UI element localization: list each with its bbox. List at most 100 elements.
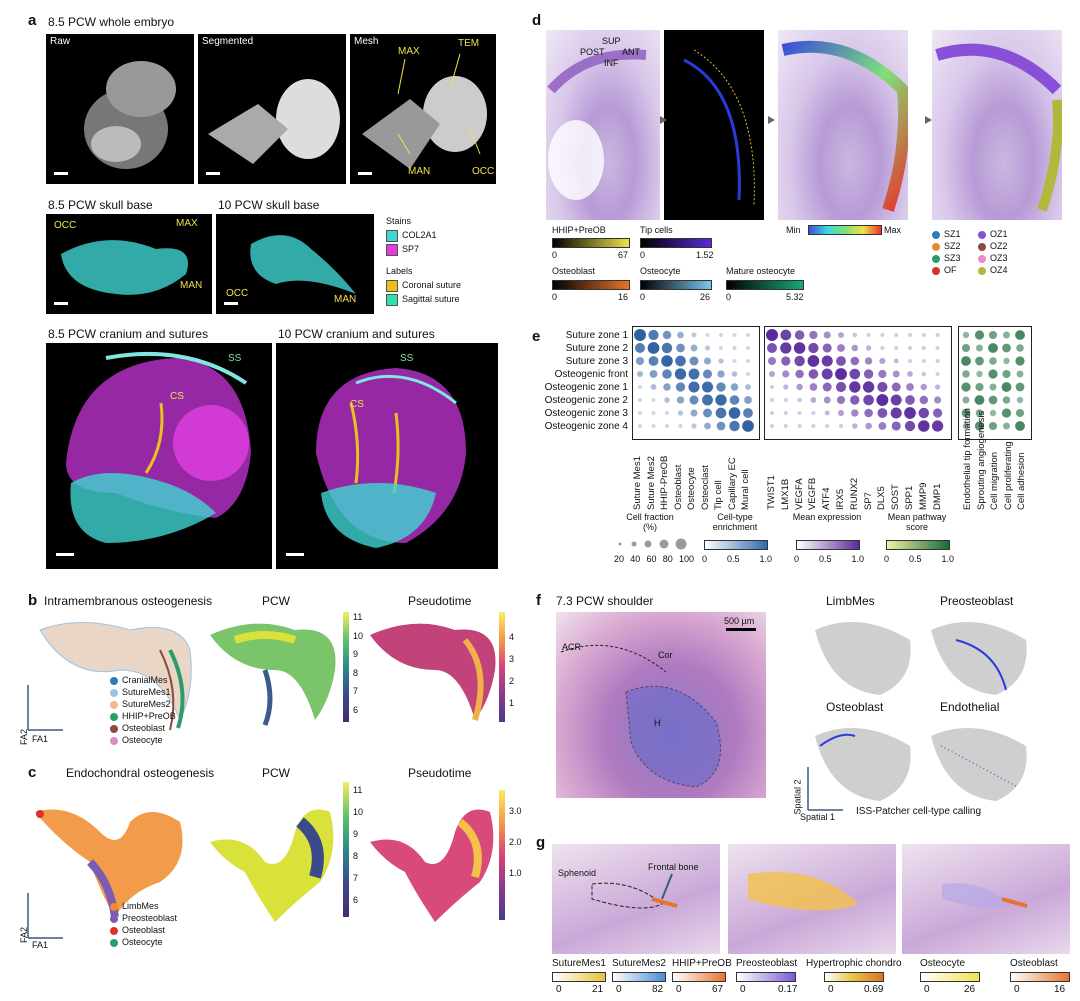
g-max-2: 67 (712, 984, 724, 995)
d-zone-0: SZ1 (944, 229, 961, 239)
e-dot (864, 357, 873, 365)
sp7-swatch (386, 243, 398, 256)
d-scale-hhip (552, 238, 630, 248)
e-dot (921, 333, 926, 337)
d-zone-legend: SZ1 OZ1 SZ2 OZ2 SZ3 OZ3 OF OZ4 (932, 228, 1008, 276)
e-dot (781, 356, 791, 366)
e-dot (794, 330, 805, 340)
e-dot (651, 411, 656, 415)
c-pt-t0: 3.0 (509, 806, 522, 816)
f-caption: ISS-Patcher cell-type calling (856, 806, 982, 817)
e-row-label: Osteogenic front (554, 369, 628, 380)
d-tip-min: 0 (640, 250, 646, 260)
e-dot (811, 411, 816, 415)
e-dot (852, 332, 858, 338)
e-dot (811, 424, 816, 428)
e-dot (647, 342, 660, 354)
panel-f-label: f (536, 592, 541, 609)
panel-e-label: e (532, 328, 541, 345)
e-dot (850, 395, 860, 405)
g-bar-3 (736, 972, 796, 982)
b-pcw-t0: 11 (353, 612, 363, 622)
e-dot (766, 329, 778, 341)
e-enrich-title: Cell-type enrichment (712, 512, 758, 532)
e-dot (837, 344, 845, 352)
sp7-text: SP7 (402, 244, 420, 254)
g-max-3: 0.17 (778, 984, 798, 995)
f-map-limbmes: LimbMes (826, 594, 875, 608)
e-dot (863, 394, 874, 406)
b-pt-t0: 4 (509, 632, 515, 642)
e-dot (894, 346, 899, 350)
raw-image: Raw (46, 34, 194, 184)
b-leg-3: HHIP+PreOB (122, 711, 176, 721)
e-dot (648, 356, 659, 366)
e-dot (918, 407, 930, 419)
e-sz-3: 80 (662, 554, 673, 564)
d-heat-art (781, 40, 908, 212)
e-dot (878, 369, 887, 379)
c-fa1: FA1 (32, 940, 49, 950)
e-col-label: IRX5 (835, 488, 846, 510)
g-min-0: 0 (556, 984, 562, 995)
e-dot (974, 421, 985, 431)
e-col-label: SOST (890, 484, 902, 510)
e-dot (677, 410, 684, 416)
e-col-label: TWIST1 (766, 475, 777, 510)
f-sp2: Spatial 2 (792, 779, 803, 815)
e-dot (823, 396, 831, 404)
e-dot (918, 420, 930, 432)
b-dot-4 (110, 724, 118, 733)
e-col-label: SPP1 (904, 485, 915, 510)
e-col-label: Cell migration (989, 451, 1000, 510)
e-dot (837, 409, 845, 417)
e-dot (961, 356, 971, 366)
e-dot (1001, 408, 1012, 418)
mesh-image: Mesh MAX TEM MAN OCC (350, 34, 496, 184)
e-dot (731, 371, 738, 377)
e-dot (835, 368, 847, 380)
d-ob-min: 0 (552, 292, 558, 302)
e-dot (701, 381, 714, 393)
e-dot (877, 381, 888, 393)
d-orientation: SUP POST ANT INF (580, 36, 640, 69)
e-dot (862, 381, 875, 393)
e-dot (716, 421, 726, 431)
e-dot (704, 345, 711, 351)
segmented-image: Segmented (198, 34, 346, 184)
f-shoulder-image: ACR Cor H 500 µm (556, 612, 766, 798)
b-fa2: FA2 (19, 728, 30, 746)
b-legend-item: HHIP+PreOB (110, 710, 176, 722)
e-dot (962, 422, 970, 430)
e-dot (1015, 330, 1025, 340)
d-max-label: Max (884, 225, 902, 235)
e-dot (770, 411, 774, 415)
f-map-endo: Endothelial (940, 700, 1000, 714)
panel-d-label: d (532, 12, 542, 29)
b-pcw-colorbar (343, 612, 349, 722)
e-dot (768, 357, 776, 365)
e-dot (1015, 356, 1025, 366)
stain-sp7: SP7 (386, 242, 461, 256)
cran10-ss: SS (400, 353, 414, 364)
c-legend-item: LimbMes (110, 900, 177, 912)
e-dot (797, 411, 802, 415)
e-dot (719, 346, 723, 350)
e-col-label: RUNX2 (848, 477, 860, 510)
stains-title: Stains (386, 216, 412, 226)
e-dot (743, 408, 753, 418)
d-post: POST (580, 47, 605, 57)
e-dot (824, 410, 830, 416)
e-dot (933, 396, 942, 404)
b-pcw-t5: 6 (353, 704, 359, 715)
e-expr-title: Mean expression (792, 512, 862, 522)
d-scale-oc-title: Osteocyte (640, 266, 681, 276)
e-dot (808, 369, 819, 379)
e-dot (746, 359, 750, 363)
e-dot (637, 371, 643, 377)
sagittal-text: Sagittal suture (402, 294, 460, 304)
b-dot-3 (110, 712, 118, 721)
d-scale-oc (640, 280, 712, 290)
e-dots-pathways (961, 330, 1025, 431)
e-dot (794, 355, 805, 367)
